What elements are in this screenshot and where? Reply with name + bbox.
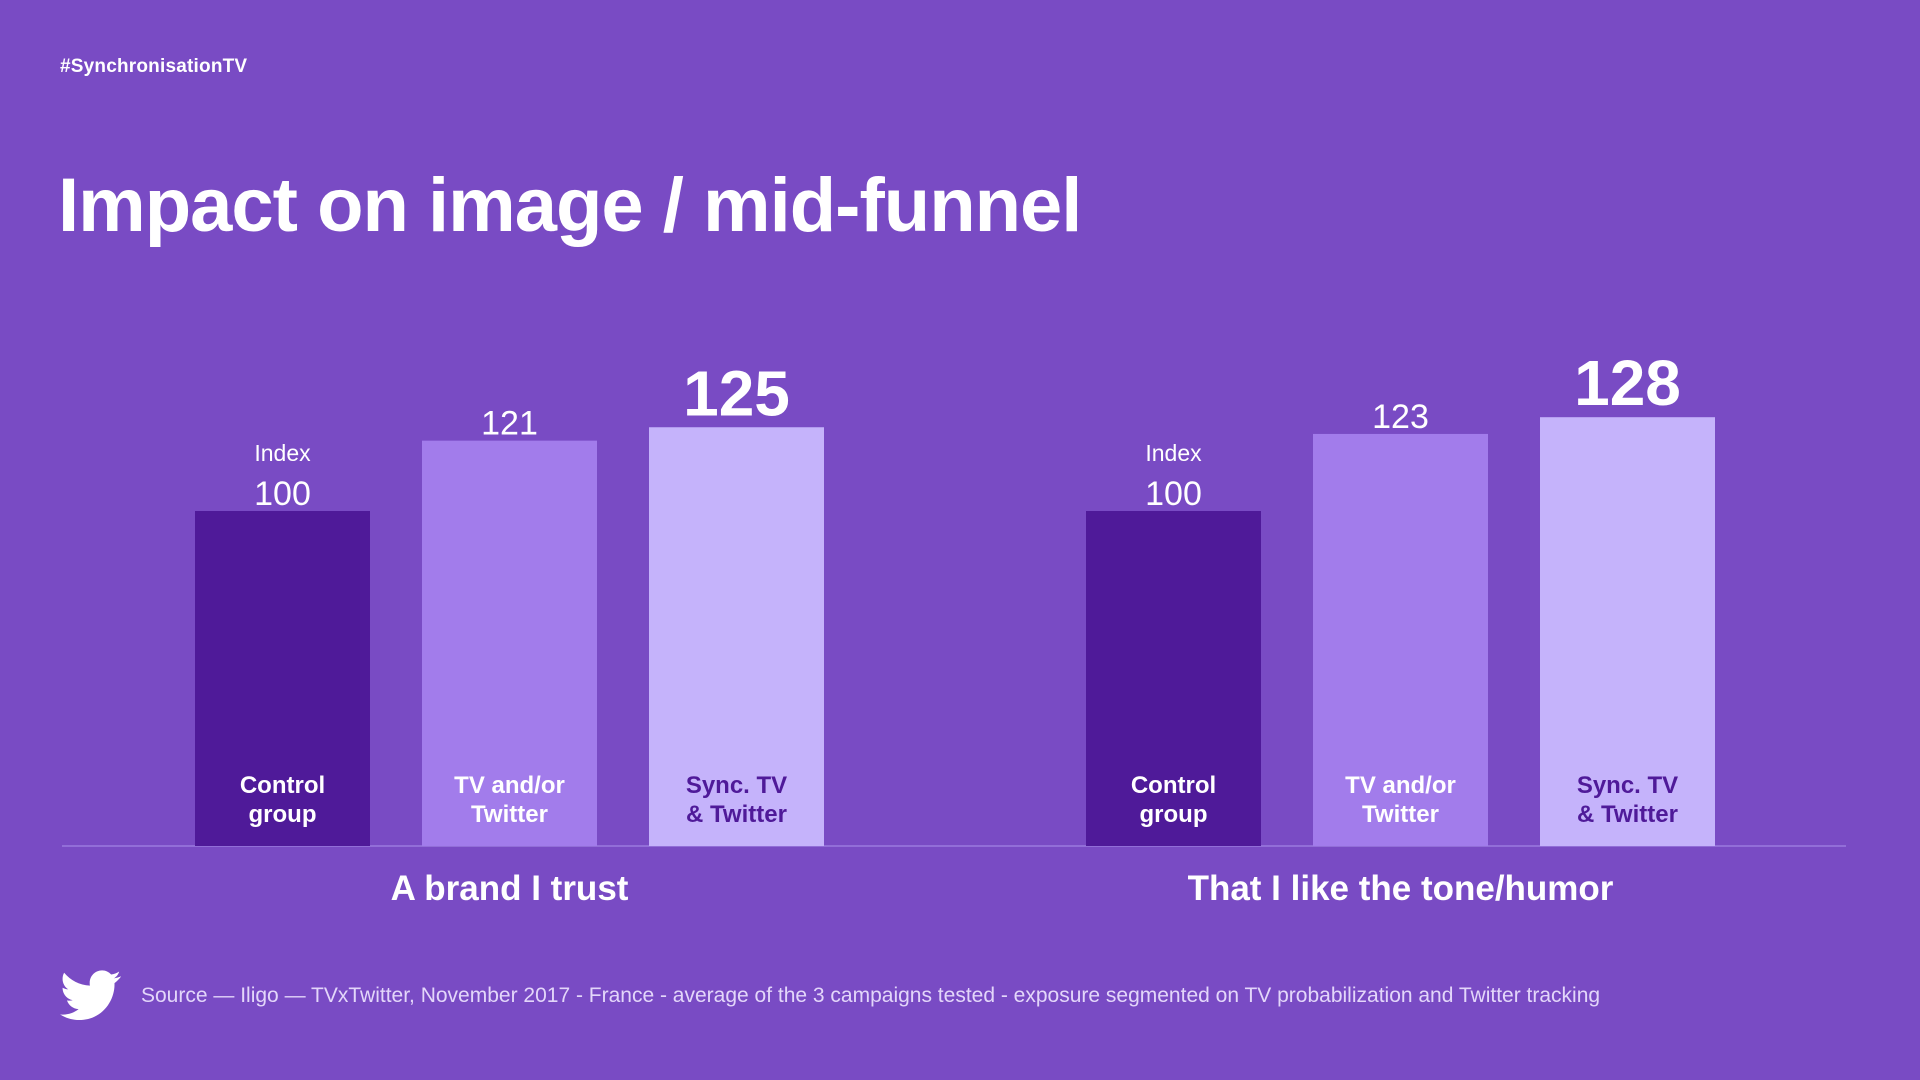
category-label: Sync. TV [686, 772, 787, 799]
category-label: Control [240, 772, 325, 799]
value-label: 100 [254, 475, 311, 513]
bar [1086, 511, 1261, 846]
footer: Source — Iligo — TVxTwitter, November 20… [60, 970, 1600, 1022]
twitter-bird-icon [60, 970, 122, 1022]
group-title: A brand I trust [391, 869, 629, 908]
category-label: Sync. TV [1577, 772, 1678, 799]
page-title: Impact on image / mid-funnel [58, 163, 1082, 248]
category-label: Twitter [1362, 801, 1439, 828]
bar [649, 427, 824, 846]
value-label: 125 [683, 357, 790, 429]
value-label: 121 [481, 405, 538, 443]
index-label: Index [254, 440, 311, 466]
category-label: group [1140, 801, 1208, 828]
category-label: Control [1131, 772, 1216, 799]
bar [195, 511, 370, 846]
category-label: group [249, 801, 317, 828]
value-label: 128 [1574, 347, 1681, 419]
bar [1313, 433, 1488, 846]
category-label: TV and/or [454, 772, 565, 799]
category-label: Twitter [471, 801, 548, 828]
value-label: 100 [1145, 475, 1202, 513]
value-label: 123 [1372, 398, 1429, 436]
hashtag: #SynchronisationTV [60, 56, 248, 77]
category-label: & Twitter [686, 801, 787, 828]
source-note: Source — Iligo — TVxTwitter, November 20… [141, 984, 1601, 1007]
index-label: Index [1145, 440, 1202, 466]
bar [422, 440, 597, 846]
category-label: & Twitter [1577, 801, 1678, 828]
group-title: That I like the tone/humor [1188, 869, 1614, 908]
category-label: TV and/or [1345, 772, 1456, 799]
bar [1540, 417, 1715, 846]
